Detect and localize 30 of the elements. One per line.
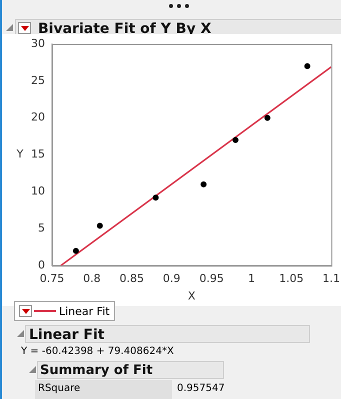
x-tick-label: 0.8 (83, 272, 101, 286)
point (232, 137, 239, 144)
y-tick-label: 25 (30, 74, 45, 87)
point (152, 194, 159, 201)
x-tick-label: 0.75 (40, 272, 64, 286)
text: Linear Fit (25, 325, 310, 343)
y-axis-title: Y (16, 148, 24, 161)
x-tick-label: 0.85 (120, 272, 144, 286)
x-tick-label: 1.1 (322, 272, 340, 286)
y-tick-label: 0 (38, 258, 45, 272)
text: Summary of Fit (37, 361, 224, 379)
point (200, 181, 207, 188)
x-tick-label: 0.95 (199, 272, 224, 286)
y-tick-label: 10 (30, 184, 45, 198)
text: 0.957547 (177, 383, 225, 394)
text: Y = -60.42398 + 79.408624*X (21, 346, 174, 357)
point (264, 114, 270, 121)
legend-label: Linear Fit (59, 304, 110, 318)
text: RSquare (38, 383, 80, 394)
x-tick-label: 1 (248, 272, 255, 286)
point (96, 222, 103, 229)
x-axis-title: X (188, 289, 196, 302)
point (304, 63, 310, 70)
y-tick-label: 15 (30, 148, 45, 161)
y-tick-label: 30 (30, 36, 45, 50)
y-tick-label: 20 (30, 110, 45, 124)
point (72, 248, 79, 254)
x-tick-label: 1.05 (279, 272, 304, 286)
y-tick-label: 5 (38, 222, 45, 235)
x-tick-label: 0.9 (162, 272, 180, 286)
